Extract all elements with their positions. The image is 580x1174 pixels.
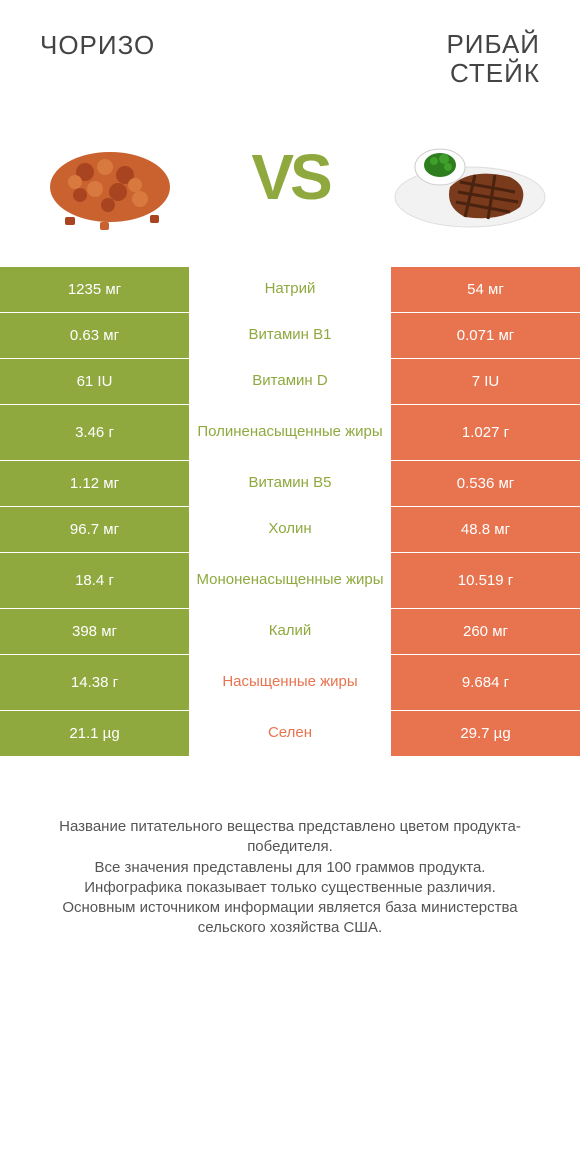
value-left: 96.7 мг [0, 507, 190, 553]
value-left: 3.46 г [0, 405, 190, 461]
image-row: VS [0, 97, 580, 267]
table-row: 0.63 мгВитамин B10.071 мг [0, 313, 580, 359]
nutrient-label: Насыщенные жиры [190, 655, 390, 711]
value-left: 0.63 мг [0, 313, 190, 359]
value-right: 0.071 мг [390, 313, 580, 359]
value-right: 9.684 г [390, 655, 580, 711]
title-right: РИБАЙ СТЕЙК [446, 30, 540, 87]
table-row: 96.7 мгХолин48.8 мг [0, 507, 580, 553]
value-right: 7 IU [390, 359, 580, 405]
header: ЧОРИЗО РИБАЙ СТЕЙК [0, 0, 580, 97]
value-right: 29.7 µg [390, 711, 580, 757]
footer-line-1: Название питательного вещества представл… [30, 817, 550, 858]
value-left: 1235 мг [0, 267, 190, 313]
nutrient-label: Натрий [190, 267, 390, 313]
value-left: 21.1 µg [0, 711, 190, 757]
value-right: 54 мг [390, 267, 580, 313]
footer-line-2: Все значения представлены для 100 граммо… [30, 858, 550, 878]
nutrient-label: Холин [190, 507, 390, 553]
nutrient-label: Селен [190, 711, 390, 757]
title-right-line1: РИБАЙ [446, 30, 540, 59]
value-right: 0.536 мг [390, 461, 580, 507]
footer-notes: Название питательного вещества представл… [0, 757, 580, 939]
table-row: 61 IUВитамин D7 IU [0, 359, 580, 405]
steak-image [390, 117, 550, 237]
nutrient-label: Витамин D [190, 359, 390, 405]
value-right: 10.519 г [390, 553, 580, 609]
comparison-table: 1235 мгНатрий54 мг0.63 мгВитамин B10.071… [0, 267, 580, 757]
value-left: 14.38 г [0, 655, 190, 711]
nutrient-label: Полиненасыщенные жиры [190, 405, 390, 461]
vs-label: VS [251, 140, 328, 214]
table-row: 3.46 гПолиненасыщенные жиры1.027 г [0, 405, 580, 461]
table-row: 14.38 гНасыщенные жиры9.684 г [0, 655, 580, 711]
nutrient-label: Мононенасыщенные жиры [190, 553, 390, 609]
chorizo-image [30, 117, 190, 237]
table-row: 21.1 µgСелен29.7 µg [0, 711, 580, 757]
value-right: 260 мг [390, 609, 580, 655]
nutrient-label: Калий [190, 609, 390, 655]
value-right: 1.027 г [390, 405, 580, 461]
table-row: 18.4 гМононенасыщенные жиры10.519 г [0, 553, 580, 609]
footer-line-4: Основным источником информации является … [30, 898, 550, 939]
table-row: 1235 мгНатрий54 мг [0, 267, 580, 313]
value-left: 61 IU [0, 359, 190, 405]
nutrient-label: Витамин B1 [190, 313, 390, 359]
footer-line-3: Инфографика показывает только существенн… [30, 878, 550, 898]
value-right: 48.8 мг [390, 507, 580, 553]
title-right-line2: СТЕЙК [446, 59, 540, 88]
table-row: 398 мгКалий260 мг [0, 609, 580, 655]
table-row: 1.12 мгВитамин B50.536 мг [0, 461, 580, 507]
title-left: ЧОРИЗО [40, 30, 155, 87]
value-left: 1.12 мг [0, 461, 190, 507]
value-left: 398 мг [0, 609, 190, 655]
value-left: 18.4 г [0, 553, 190, 609]
nutrient-label: Витамин B5 [190, 461, 390, 507]
